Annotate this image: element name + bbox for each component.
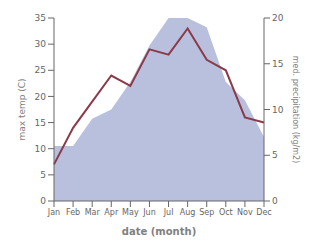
svg-text:10: 10 — [35, 144, 47, 154]
svg-text:5: 5 — [40, 170, 46, 180]
svg-text:30: 30 — [35, 39, 47, 49]
svg-text:35: 35 — [35, 13, 46, 23]
svg-text:5: 5 — [272, 150, 278, 160]
svg-text:Nov: Nov — [237, 208, 253, 217]
svg-text:20: 20 — [272, 13, 284, 23]
svg-text:May: May — [122, 208, 139, 217]
svg-text:Aug: Aug — [180, 208, 196, 217]
svg-text:15: 15 — [272, 59, 283, 69]
svg-text:Jan: Jan — [47, 208, 60, 217]
svg-text:20: 20 — [35, 92, 47, 102]
svg-text:Sep: Sep — [199, 208, 214, 217]
svg-text:15: 15 — [35, 118, 46, 128]
svg-text:0: 0 — [272, 196, 278, 206]
svg-text:Dec: Dec — [256, 208, 271, 217]
svg-text:med. precipitation (kg/m2): med. precipitation (kg/m2) — [291, 56, 300, 163]
svg-text:0: 0 — [40, 196, 46, 206]
svg-text:Jun: Jun — [142, 208, 156, 217]
svg-text:Mar: Mar — [85, 208, 101, 217]
svg-text:date (month): date (month) — [122, 226, 196, 237]
svg-text:Jul: Jul — [163, 208, 174, 217]
svg-text:max temp (C): max temp (C) — [17, 78, 27, 140]
svg-text:10: 10 — [272, 105, 284, 115]
svg-text:25: 25 — [35, 65, 46, 75]
svg-text:Apr: Apr — [104, 208, 119, 217]
svg-text:Oct: Oct — [219, 208, 233, 217]
svg-text:Feb: Feb — [66, 208, 80, 217]
